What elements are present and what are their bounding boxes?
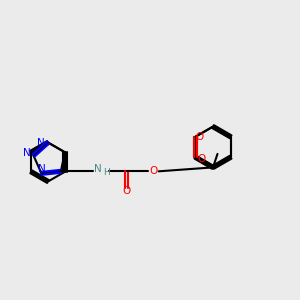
Text: H: H xyxy=(103,168,110,177)
Text: O: O xyxy=(123,186,131,197)
Text: N: N xyxy=(94,164,102,174)
Text: O: O xyxy=(196,132,204,142)
Text: O: O xyxy=(197,154,206,164)
Text: N: N xyxy=(23,148,31,158)
Text: N: N xyxy=(37,137,44,148)
Text: N: N xyxy=(38,164,45,174)
Text: O: O xyxy=(149,166,158,176)
